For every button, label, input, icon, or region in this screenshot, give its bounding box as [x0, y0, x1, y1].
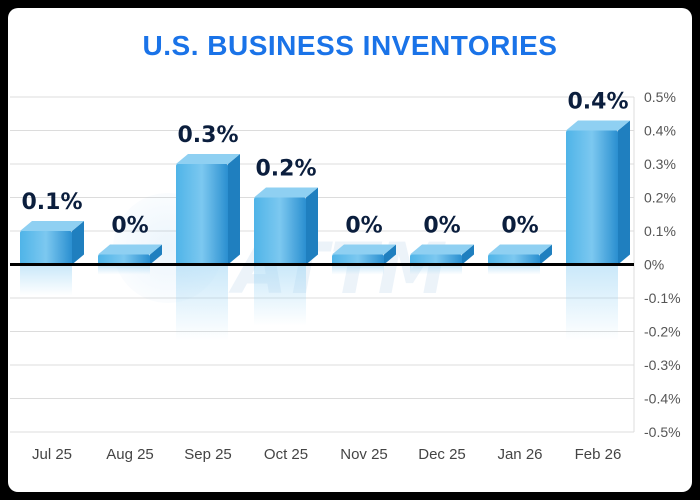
- chart-frame: U.S. BUSINESS INVENTORIES ATTM 0.5%: [8, 8, 692, 492]
- bar-reflections: [20, 265, 618, 341]
- x-tick-label: Aug 25: [106, 446, 154, 463]
- bar: [488, 244, 552, 265]
- bar-chart: ATTM 0.5%0.4%0.3%0.2%0.1%0%-0.1%-0.2%-0.…: [10, 89, 681, 463]
- bar-side: [150, 244, 162, 265]
- data-label: 0%: [423, 214, 460, 239]
- chart-title: U.S. BUSINESS INVENTORIES: [142, 30, 558, 61]
- bar-side: [618, 120, 630, 265]
- bar-reflection: [488, 265, 540, 275]
- bar-reflection: [332, 265, 384, 275]
- bar-side: [384, 244, 396, 265]
- x-tick-label: Sep 25: [184, 446, 232, 463]
- bar: [98, 244, 162, 265]
- y-tick-label: 0.2%: [644, 190, 676, 206]
- bar-top: [254, 187, 318, 198]
- y-tick-label: 0.1%: [644, 223, 676, 239]
- bar-top: [98, 244, 162, 255]
- bar-top: [488, 244, 552, 255]
- data-label: 0.2%: [255, 157, 316, 182]
- bar-top: [332, 244, 396, 255]
- bar-side: [540, 244, 552, 265]
- data-labels: 0.1% 0% 0.3% 0.2% 0% 0% 0% 0.4%: [21, 90, 628, 239]
- bar-front: [20, 231, 72, 265]
- x-tick-label: Dec 25: [418, 446, 466, 463]
- bar-side: [228, 154, 240, 265]
- bar-top: [410, 244, 474, 255]
- y-tick-label: -0.3%: [644, 357, 681, 373]
- data-label: 0%: [345, 214, 382, 239]
- bar-top: [566, 120, 630, 131]
- bar: [410, 244, 474, 265]
- y-tick-label: -0.2%: [644, 324, 681, 340]
- bars: [20, 120, 630, 265]
- bar: [566, 120, 630, 265]
- grid-lines: [10, 96, 635, 433]
- bar-front: [254, 197, 306, 265]
- bar-side: [72, 221, 84, 265]
- x-tick-label: Oct 25: [264, 446, 308, 463]
- y-tick-label: -0.1%: [644, 290, 681, 306]
- data-label: 0%: [501, 214, 538, 239]
- x-axis-labels: Jul 25 Aug 25 Sep 25 Oct 25 Nov 25 Dec 25 Jan …: [32, 446, 621, 463]
- y-tick-label: -0.5%: [644, 424, 681, 440]
- x-tick-label: Jul 25: [32, 446, 72, 463]
- bar-front: [566, 130, 618, 265]
- bar-front: [98, 254, 150, 265]
- bar-top: [20, 221, 84, 231]
- y-tick-label: 0%: [644, 257, 664, 273]
- bar-side: [462, 244, 474, 265]
- bar-reflection: [20, 265, 72, 296]
- y-tick-label: 0.3%: [644, 156, 676, 172]
- x-tick-label: Jan 26: [497, 446, 542, 463]
- y-axis-labels: 0.5% 0.4% 0.3% 0.2% 0.1% 0% -0.1% -0.2% -0.3% -0.…: [644, 89, 681, 440]
- x-tick-label: Nov 25: [340, 446, 388, 463]
- data-label: 0.3%: [177, 123, 238, 148]
- data-label: 0.4%: [567, 90, 628, 115]
- x-tick-label: Feb 26: [575, 446, 622, 463]
- bar-front: [410, 254, 462, 265]
- bar-front: [488, 254, 540, 265]
- data-label: 0.1%: [21, 190, 82, 215]
- y-tick-label: -0.4%: [644, 391, 681, 407]
- bar: [332, 244, 396, 265]
- data-label: 0%: [111, 214, 148, 239]
- bar-reflection: [566, 265, 618, 341]
- bar: [254, 187, 318, 265]
- bar-reflection: [176, 265, 228, 341]
- bar: [20, 221, 84, 265]
- bar-top: [176, 154, 240, 164]
- bar-front: [332, 254, 384, 265]
- bar-reflection: [254, 265, 306, 326]
- y-tick-label: 0.4%: [644, 123, 676, 139]
- bar-reflection: [410, 265, 462, 275]
- bar-front: [176, 164, 228, 265]
- y-tick-label: 0.5%: [644, 89, 676, 105]
- bar-reflection: [98, 265, 150, 275]
- bar: [176, 154, 240, 265]
- bar-side: [306, 187, 318, 265]
